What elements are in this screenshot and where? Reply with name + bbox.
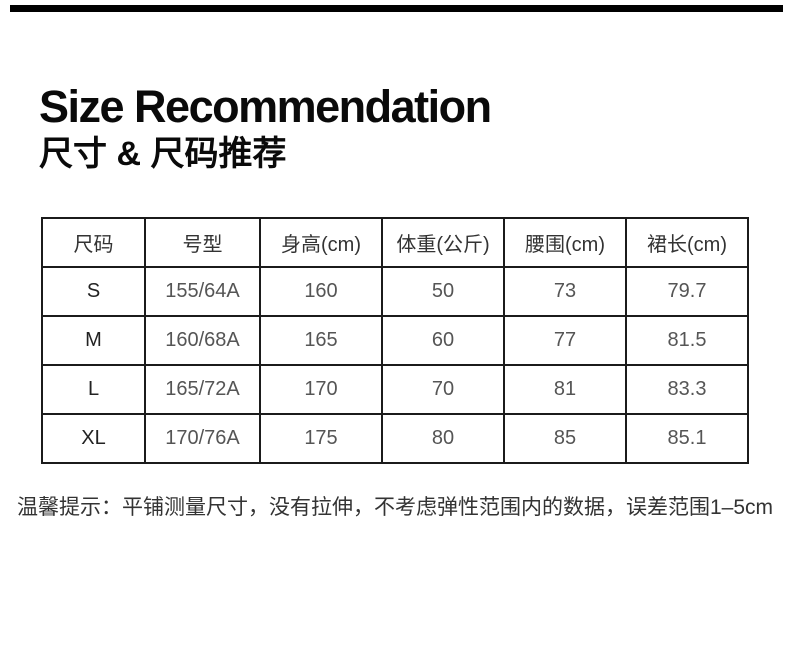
cell-size: L <box>41 364 146 415</box>
cell-height: 165 <box>259 315 383 366</box>
cell-type: 170/76A <box>144 413 261 464</box>
cell-size: XL <box>41 413 146 464</box>
cell-skirt-length: 83.3 <box>625 364 749 415</box>
cell-type: 155/64A <box>144 266 261 317</box>
cell-waist: 77 <box>503 315 627 366</box>
table-row-s: S 155/64A 160 50 73 79.7 <box>41 266 749 317</box>
cell-weight: 60 <box>381 315 505 366</box>
column-header-weight: 体重(公斤) <box>381 217 505 268</box>
column-header-skirt-length: 裙长(cm) <box>625 217 749 268</box>
cell-waist: 81 <box>503 364 627 415</box>
page-title: Size Recommendation <box>39 81 492 132</box>
page-subtitle: 尺寸 & 尺码推荐 <box>39 135 287 173</box>
cell-weight: 70 <box>381 364 505 415</box>
cell-waist: 85 <box>503 413 627 464</box>
table-row-l: L 165/72A 170 70 81 83.3 <box>41 364 749 415</box>
cell-type: 160/68A <box>144 315 261 366</box>
cell-height: 160 <box>259 266 383 317</box>
cell-height: 170 <box>259 364 383 415</box>
measurement-note: 温馨提示：平铺测量尺寸，没有拉伸，不考虑弹性范围内的数据，误差范围1–5cm <box>16 496 774 519</box>
cell-skirt-length: 81.5 <box>625 315 749 366</box>
cell-waist: 73 <box>503 266 627 317</box>
top-divider <box>10 5 783 12</box>
column-header-size: 尺码 <box>41 217 146 268</box>
column-header-waist: 腰围(cm) <box>503 217 627 268</box>
cell-skirt-length: 79.7 <box>625 266 749 317</box>
size-table-header-row: 尺码 号型 身高(cm) 体重(公斤) 腰围(cm) 裙长(cm) <box>41 217 749 268</box>
cell-skirt-length: 85.1 <box>625 413 749 464</box>
table-row-xl: XL 170/76A 175 80 85 85.1 <box>41 413 749 464</box>
cell-weight: 80 <box>381 413 505 464</box>
cell-type: 165/72A <box>144 364 261 415</box>
column-header-height: 身高(cm) <box>259 217 383 268</box>
cell-size: S <box>41 266 146 317</box>
column-header-type: 号型 <box>144 217 261 268</box>
cell-height: 175 <box>259 413 383 464</box>
table-row-m: M 160/68A 165 60 77 81.5 <box>41 315 749 366</box>
cell-weight: 50 <box>381 266 505 317</box>
cell-size: M <box>41 315 146 366</box>
size-table: 尺码 号型 身高(cm) 体重(公斤) 腰围(cm) 裙长(cm) S 155/… <box>41 217 749 464</box>
